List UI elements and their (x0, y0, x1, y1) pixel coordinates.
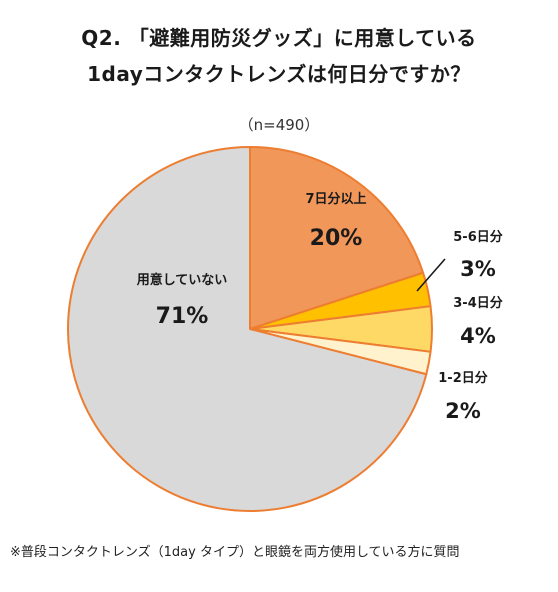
leader-line (416, 258, 446, 292)
pie-slice (67, 146, 428, 512)
slice-label: 5-6日分 (453, 229, 503, 245)
slice-value-label: 2% (445, 399, 481, 423)
slice-value-label: 3% (460, 257, 496, 281)
slice-label: 用意していない (136, 272, 228, 288)
chart-title-line1: Q2. 「避難用防災グッズ」に用意している (81, 26, 477, 50)
slice-label: 3-4日分 (453, 295, 503, 311)
pie-slice (249, 146, 425, 330)
slice-label: 7日分以上 (305, 191, 366, 207)
slice-value-label: 20% (310, 226, 363, 251)
chart-title-line2: 1dayコンタクトレンズは何日分ですか？ (87, 62, 471, 86)
sample-size: （n=490） (238, 116, 320, 134)
slice-label: 1-2日分 (438, 370, 488, 386)
slice-value-label: 71% (156, 304, 209, 329)
slice-value-label: 4% (460, 324, 496, 348)
footnote: ※普段コンタクトレンズ（1day タイプ）と眼鏡を両方使用している方に質問 (10, 545, 460, 560)
